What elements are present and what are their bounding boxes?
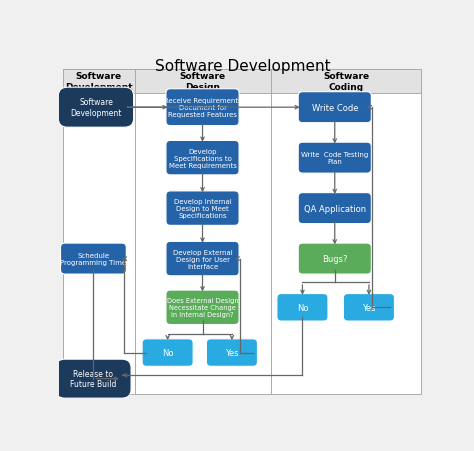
Text: Software
Design: Software Design (180, 72, 226, 92)
FancyBboxPatch shape (166, 290, 239, 325)
Text: Schedule
Programming Time: Schedule Programming Time (60, 253, 127, 266)
Text: Software Development: Software Development (155, 60, 331, 74)
Text: Does External Design
Necessitate Change
in Internal Design?: Does External Design Necessitate Change … (167, 298, 238, 318)
FancyBboxPatch shape (343, 294, 394, 322)
FancyBboxPatch shape (56, 359, 131, 398)
Text: Software
Development: Software Development (70, 98, 122, 118)
Text: Release to
Future Build: Release to Future Build (70, 369, 117, 388)
Text: No: No (297, 303, 308, 312)
Text: Bugs?: Bugs? (322, 254, 347, 263)
FancyBboxPatch shape (166, 141, 239, 175)
Text: Write  Code Testing
Plan: Write Code Testing Plan (301, 152, 368, 165)
FancyBboxPatch shape (58, 88, 134, 128)
FancyBboxPatch shape (63, 70, 135, 94)
FancyBboxPatch shape (206, 339, 257, 367)
Text: No: No (162, 348, 173, 357)
FancyBboxPatch shape (271, 70, 421, 395)
FancyBboxPatch shape (166, 90, 239, 126)
Text: Receive Requirements
Document for
Requested Features: Receive Requirements Document for Reques… (164, 98, 241, 118)
Text: Yes: Yes (362, 303, 376, 312)
FancyBboxPatch shape (298, 143, 371, 174)
FancyBboxPatch shape (61, 244, 126, 275)
FancyBboxPatch shape (298, 244, 371, 275)
FancyBboxPatch shape (166, 192, 239, 226)
Text: Software
Development: Software Development (65, 72, 133, 92)
Text: Develop External
Design for User
Interface: Develop External Design for User Interfa… (173, 249, 232, 269)
FancyBboxPatch shape (135, 70, 271, 395)
FancyBboxPatch shape (271, 70, 421, 94)
Text: QA Application: QA Application (304, 204, 366, 213)
FancyBboxPatch shape (298, 92, 371, 124)
Text: Write Code: Write Code (311, 103, 358, 112)
FancyBboxPatch shape (63, 70, 135, 395)
Text: Software
Coding: Software Coding (323, 72, 369, 92)
FancyBboxPatch shape (135, 70, 271, 94)
FancyBboxPatch shape (166, 242, 239, 276)
FancyBboxPatch shape (142, 339, 193, 367)
Text: Develop Internal
Design to Meet
Specifications: Develop Internal Design to Meet Specific… (173, 199, 231, 219)
Text: Yes: Yes (225, 348, 238, 357)
Text: Develop
Specifications to
Meet Requirements: Develop Specifications to Meet Requireme… (169, 148, 237, 168)
FancyBboxPatch shape (298, 193, 371, 224)
FancyBboxPatch shape (277, 294, 328, 322)
